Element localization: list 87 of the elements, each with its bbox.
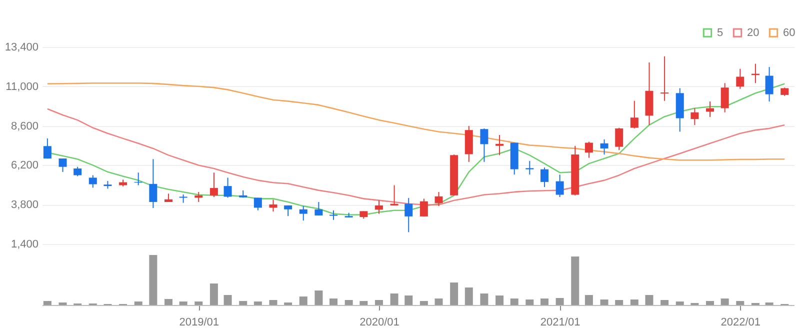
candlestick bbox=[690, 108, 699, 126]
bar bbox=[556, 298, 564, 305]
bar bbox=[645, 295, 654, 305]
x-tick-label: 2022/01 bbox=[720, 316, 761, 328]
candlestick bbox=[526, 160, 534, 176]
bar bbox=[239, 301, 248, 305]
candlestick bbox=[630, 100, 638, 129]
bar bbox=[390, 294, 398, 305]
candlestick bbox=[299, 206, 308, 222]
legend-label: 60 bbox=[783, 26, 796, 39]
bar bbox=[540, 298, 548, 305]
y-tick-label: 3,800 bbox=[10, 199, 38, 212]
candlestick bbox=[736, 68, 744, 90]
bar bbox=[706, 301, 714, 305]
y-tick-label: 13,400 bbox=[4, 42, 38, 54]
bar bbox=[480, 294, 488, 305]
bar bbox=[43, 301, 52, 305]
bar bbox=[179, 302, 188, 305]
bar bbox=[571, 256, 580, 305]
candlestick bbox=[149, 158, 158, 209]
bar bbox=[464, 288, 473, 305]
bar bbox=[720, 298, 729, 305]
bar bbox=[615, 300, 624, 305]
bar bbox=[360, 301, 368, 305]
bar bbox=[496, 296, 504, 305]
candlestick bbox=[58, 158, 67, 172]
candlestick bbox=[600, 138, 608, 156]
bar bbox=[134, 302, 142, 305]
bar bbox=[149, 255, 158, 305]
bar bbox=[434, 298, 443, 305]
y-tick-label: 8,600 bbox=[10, 120, 38, 132]
candlestick bbox=[254, 197, 262, 211]
candlestick bbox=[434, 191, 443, 207]
candlestick bbox=[330, 210, 338, 220]
bar bbox=[510, 298, 518, 305]
y-tick-label: 11,000 bbox=[6, 80, 38, 93]
candlestick bbox=[480, 128, 488, 162]
candlestick bbox=[43, 138, 52, 160]
candlestick bbox=[706, 101, 714, 118]
bar bbox=[330, 298, 338, 305]
candlestick bbox=[390, 184, 398, 206]
bar bbox=[526, 300, 534, 305]
candlestick bbox=[615, 127, 624, 151]
candlestick bbox=[765, 66, 774, 102]
y-tick-label: 1,400 bbox=[10, 238, 38, 250]
candlestick bbox=[404, 198, 413, 233]
bar bbox=[630, 300, 638, 305]
candlestick bbox=[374, 200, 383, 214]
bar bbox=[600, 300, 608, 305]
bar bbox=[404, 296, 413, 305]
bar bbox=[269, 300, 278, 305]
bar bbox=[254, 302, 262, 305]
candlestick bbox=[420, 198, 428, 217]
x-tick-label: 2020/01 bbox=[360, 316, 400, 328]
bar bbox=[299, 296, 308, 305]
candlestick bbox=[179, 194, 188, 204]
bar bbox=[676, 302, 684, 305]
candlestick bbox=[269, 199, 278, 212]
bar bbox=[374, 300, 383, 305]
legend-label: 5 bbox=[717, 26, 724, 39]
candlestick bbox=[540, 167, 548, 188]
candlestick bbox=[88, 174, 97, 188]
bar bbox=[450, 282, 458, 305]
candlestick bbox=[660, 56, 669, 102]
bar bbox=[224, 295, 232, 305]
candlestick bbox=[224, 177, 232, 198]
candlestick bbox=[74, 166, 82, 177]
candlestick bbox=[556, 174, 564, 198]
bar bbox=[210, 284, 218, 305]
bar bbox=[420, 301, 428, 305]
line-series bbox=[46, 82, 786, 161]
bar bbox=[164, 299, 172, 305]
bar bbox=[584, 295, 593, 305]
candlestick bbox=[314, 201, 323, 216]
bar bbox=[314, 290, 323, 305]
bar bbox=[194, 302, 203, 305]
bar bbox=[344, 300, 353, 305]
bar bbox=[736, 301, 744, 305]
legend-label: 20 bbox=[747, 26, 760, 39]
candlestick bbox=[496, 134, 504, 156]
candlestick bbox=[720, 82, 729, 113]
candlestick bbox=[210, 172, 218, 198]
candlestick bbox=[584, 141, 593, 158]
bar bbox=[660, 300, 669, 305]
x-tick-label: 2019/01 bbox=[179, 316, 220, 328]
y-tick-label: 6,200 bbox=[10, 160, 38, 172]
x-tick-label: 2021/01 bbox=[540, 316, 580, 328]
